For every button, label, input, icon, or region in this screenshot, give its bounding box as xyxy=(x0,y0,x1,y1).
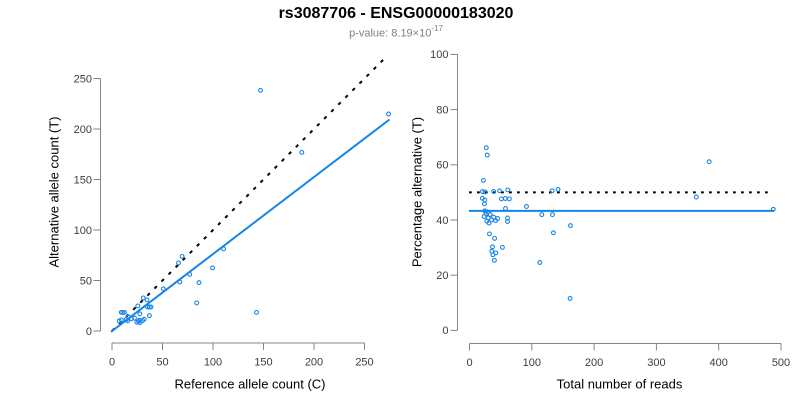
svg-text:p-value: 8.19×10-17: p-value: 8.19×10-17 xyxy=(349,24,443,40)
svg-text:80: 80 xyxy=(436,104,448,116)
svg-text:300: 300 xyxy=(647,357,665,369)
svg-text:20: 20 xyxy=(436,270,448,282)
svg-text:100: 100 xyxy=(430,49,448,61)
svg-text:rs3087706 - ENSG00000183020: rs3087706 - ENSG00000183020 xyxy=(279,5,514,22)
svg-text:50: 50 xyxy=(156,357,168,369)
svg-text:250: 250 xyxy=(355,357,373,369)
svg-text:200: 200 xyxy=(74,124,92,136)
svg-text:Alternative allele count (T): Alternative allele count (T) xyxy=(47,116,62,267)
svg-text:100: 100 xyxy=(523,357,541,369)
svg-text:0: 0 xyxy=(442,325,448,337)
svg-text:40: 40 xyxy=(436,215,448,227)
svg-text:0: 0 xyxy=(86,326,92,338)
svg-text:200: 200 xyxy=(305,357,323,369)
svg-text:Percentage alternative (T): Percentage alternative (T) xyxy=(410,117,425,267)
svg-text:400: 400 xyxy=(710,357,728,369)
svg-text:250: 250 xyxy=(74,73,92,85)
svg-text:500: 500 xyxy=(772,357,790,369)
svg-text:Reference allele count (C): Reference allele count (C) xyxy=(174,376,325,391)
svg-text:0: 0 xyxy=(109,357,115,369)
svg-text:150: 150 xyxy=(254,357,272,369)
svg-text:100: 100 xyxy=(204,357,222,369)
svg-text:Total number of reads: Total number of reads xyxy=(557,376,683,391)
svg-text:150: 150 xyxy=(74,174,92,186)
svg-text:50: 50 xyxy=(80,275,92,287)
svg-text:60: 60 xyxy=(436,160,448,172)
svg-text:0: 0 xyxy=(466,357,472,369)
svg-text:100: 100 xyxy=(74,225,92,237)
svg-text:200: 200 xyxy=(585,357,603,369)
